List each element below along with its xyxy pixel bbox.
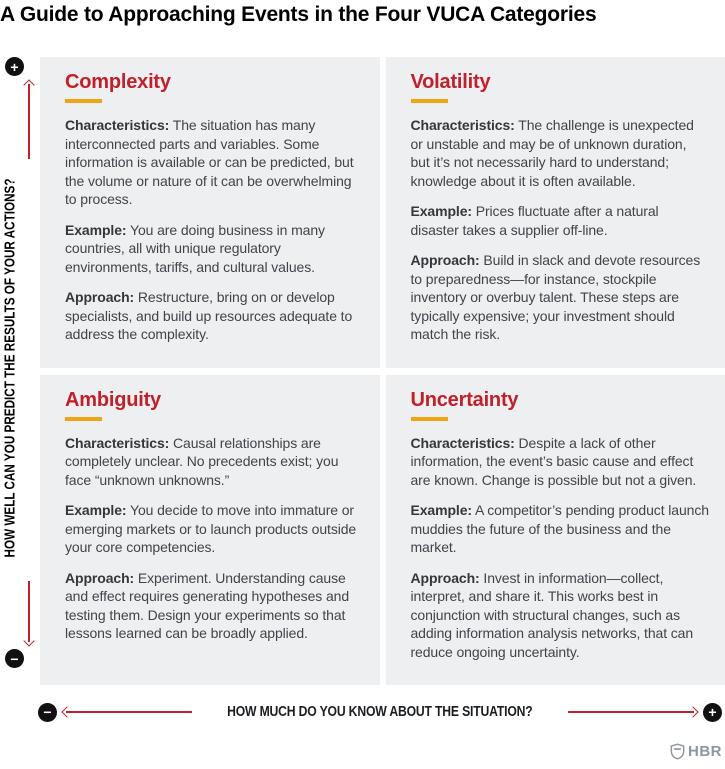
arrow-shaft [28,581,30,642]
page-title: A Guide to Approaching Events in the Fou… [0,3,597,26]
quadrant-title: Volatility [410,71,491,93]
y-axis: + HOW WELL CAN YOU PREDICT THE RESULTS O… [0,57,36,685]
characteristics-text: Characteristics: Despite a lack of other… [410,434,697,488]
arrow-shaft [567,711,694,713]
left-arrow-icon [61,706,193,718]
example-label: Example: [410,502,473,518]
plus-icon: + [5,57,24,76]
minus-icon: − [38,702,57,722]
x-axis-label: HOW MUCH DO YOU KNOW ABOUT THE SITUATION… [227,704,533,720]
y-axis-label: HOW WELL CAN YOU PREDICT THE RESULTS OF … [1,178,18,558]
minus-icon: − [5,649,24,668]
left-arrowhead-icon [61,706,73,718]
down-arrowhead-icon [23,635,35,647]
approach-text: Approach: Build in slack and devote reso… [410,252,701,342]
quadrant-complexity: Complexity Characteristics: The situatio… [40,57,380,368]
plus-icon: + [703,702,722,722]
x-axis: − HOW MUCH DO YOU KNOW ABOUT THE SITUATI… [38,696,722,728]
example-label: Example: [65,502,127,518]
hbr-shield-icon [670,743,685,760]
example-text: Example: Prices fluctuate after a natura… [410,203,659,238]
hbr-logo-text: HBR [688,743,722,760]
characteristics-text: Characteristics: Causal relationships ar… [65,434,339,488]
example-label: Example: [65,221,127,238]
hbr-logo: HBR [670,743,722,760]
approach-label: Approach: [65,569,135,586]
characteristics-label: Characteristics: [410,117,515,133]
quadrant-uncertainty: Uncertainty Characteristics: Despite a l… [385,374,725,685]
characteristics-text: Characteristics: The challenge is unexpe… [410,117,694,189]
example-text: Example: You are doing business in many … [65,221,325,275]
approach-label: Approach: [410,569,480,586]
quadrant-title: Ambiguity [65,388,161,411]
quadrant-grid: Complexity Characteristics: The situatio… [40,57,725,685]
approach-text: Approach: Experiment. Understanding caus… [65,569,350,642]
arrow-shaft [28,84,30,159]
characteristics-label: Characteristics: [410,434,515,451]
up-arrowhead-icon [23,79,35,91]
title-underline-accent [65,416,102,421]
example-text: Example: You decide to move into immatur… [65,502,357,555]
quadrant-volatility: Volatility Characteristics: The challeng… [385,57,725,368]
quadrant-ambiguity: Ambiguity Characteristics: Causal relati… [40,374,380,685]
approach-text: Approach: Restructure, bring on or devel… [65,289,353,342]
approach-text: Approach: Invest in information—collect,… [410,569,694,660]
characteristics-text: Characteristics: The situation has many … [65,117,354,207]
arrow-shaft [66,711,193,713]
title-underline-accent [410,416,448,421]
example-text: Example: A competitor’s pending product … [410,502,710,555]
right-arrow-icon [567,706,699,718]
y-axis-label-wrap: HOW WELL CAN YOU PREDICT THE RESULTS OF … [0,159,19,577]
example-label: Example: [410,203,473,219]
characteristics-label: Characteristics: [65,434,170,451]
title-underline-accent [410,99,448,103]
quadrant-title: Uncertainty [410,388,519,411]
quadrant-title: Complexity [65,71,171,93]
approach-label: Approach: [410,252,480,268]
down-arrow-icon [23,581,35,647]
up-arrow-icon [23,79,35,159]
characteristics-label: Characteristics: [65,117,170,133]
title-underline-accent [65,99,102,103]
approach-label: Approach: [65,289,135,305]
right-arrowhead-icon [687,706,699,718]
